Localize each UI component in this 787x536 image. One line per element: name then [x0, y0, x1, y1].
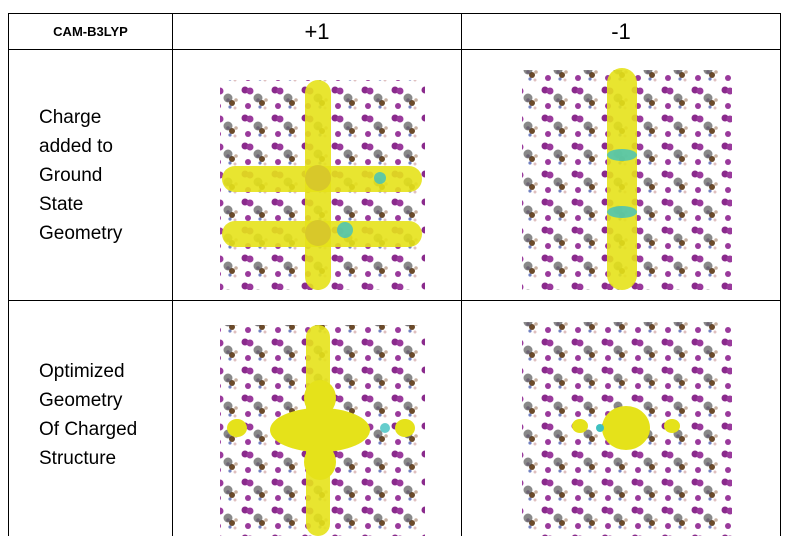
- panel-plus1-optimized: [220, 325, 425, 536]
- label-line: Ground: [39, 164, 103, 186]
- label-line: Optimized: [39, 361, 125, 382]
- border: [8, 300, 781, 301]
- border: [8, 49, 781, 50]
- border: [780, 13, 781, 536]
- label-line: Charge: [39, 106, 102, 128]
- label-line: Geometry: [39, 222, 123, 244]
- row-label: Charge added to Ground State Geometry: [9, 50, 172, 300]
- label-line: Structure: [39, 448, 117, 469]
- panel-minus1-ground: [522, 68, 732, 290]
- label-line: Geometry: [39, 390, 123, 411]
- label-line: added to: [39, 135, 113, 157]
- panel-plus1-ground: [220, 80, 425, 290]
- header-cell: CAM-B3LYP: [53, 24, 128, 39]
- border: [461, 13, 462, 536]
- label-line: Of Charged: [39, 419, 138, 440]
- label-line: State: [39, 193, 84, 215]
- panel-minus1-optimized: [522, 322, 732, 536]
- border: [8, 13, 781, 14]
- row-label: Optimized Geometry Of Charged Structure: [9, 301, 172, 536]
- header-cell: +1: [304, 18, 330, 44]
- border: [172, 13, 173, 536]
- border: [8, 13, 9, 536]
- header-cell: -1: [611, 18, 631, 44]
